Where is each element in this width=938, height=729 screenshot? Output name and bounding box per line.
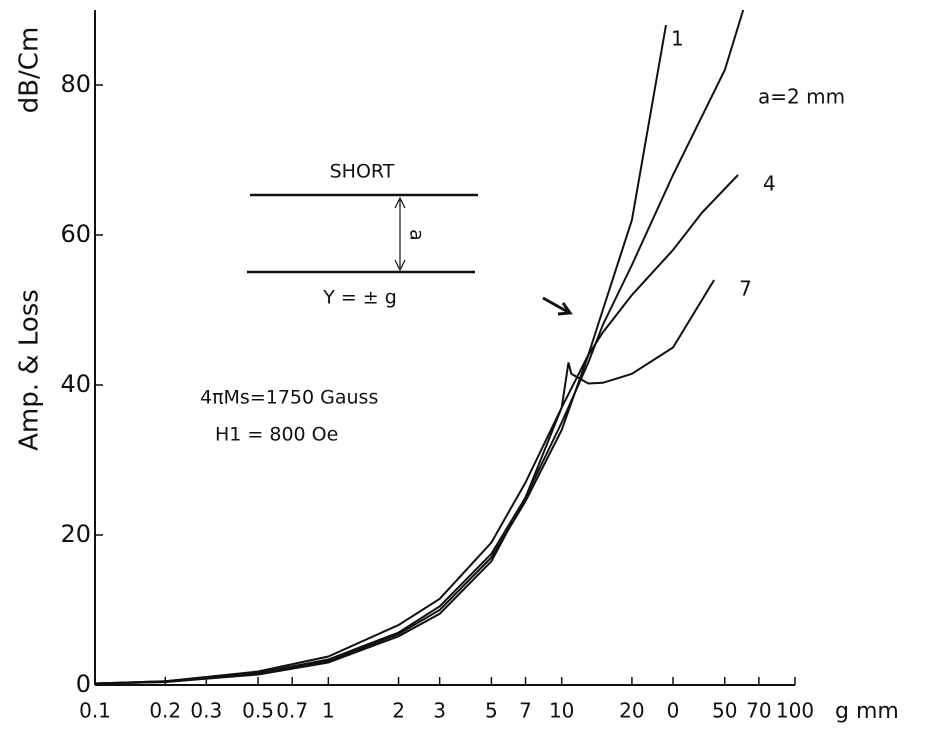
series-line [94,24,667,685]
x-axis-label: g mm [835,699,899,724]
series-label: a=2 mm [758,85,845,109]
x-tick-label: 3 [433,699,446,723]
x-tick-label: 20 [619,699,644,723]
series-line [94,279,715,685]
x-tick-label: 0.7 [276,699,308,723]
x-tick-label: 50 [712,699,737,723]
magnetization-label: 4πMs=1750 Gauss [200,387,378,409]
y-axis-unit: dB/Cm [15,27,45,114]
series-line [94,9,745,685]
series-label: 4 [763,172,776,196]
x-tick-label: 7 [519,699,532,723]
y-tick-label: 80 [60,70,91,98]
x-tick-label: 0.5 [242,699,274,723]
x-tick-label: 0.3 [190,699,222,723]
x-tick-label: 10 [549,699,574,723]
x-tick-label: 5 [485,699,498,723]
arrow [542,296,573,316]
field-label: H1 = 800 Oe [215,424,338,446]
x-tick-label: 70 [746,699,771,723]
y-tick-label: 60 [60,220,91,248]
y-tick-label: 0 [76,670,91,698]
series-label: 7 [739,277,752,301]
x-tick-label: 2 [392,699,405,723]
y-tick-label: 40 [60,370,91,398]
y-tick-label: 20 [60,520,91,548]
gap-label: a [406,229,428,241]
series-line [94,174,739,685]
x-tick-label: 0.1 [79,699,111,723]
x-tick-label: 100 [776,699,814,723]
y-axis-label: Amp. & Loss [15,289,45,451]
position-label: Y = ± g [322,287,397,309]
x-tick-label: 0.2 [149,699,181,723]
x-tick-label: 0 [667,699,680,723]
x-tick-label: 1 [322,699,335,723]
short-diagram [247,193,478,274]
series-label: 1 [671,27,684,51]
short-label: SHORT [330,161,395,183]
